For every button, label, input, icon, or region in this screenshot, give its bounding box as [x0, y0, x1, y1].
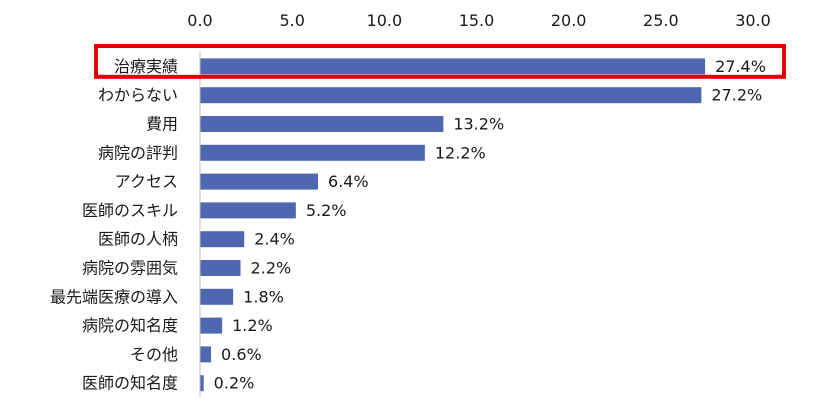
- data-label: 5.2%: [306, 201, 347, 220]
- bar: [200, 317, 223, 334]
- bar: [200, 202, 296, 219]
- category-label: わからない: [98, 86, 178, 105]
- category-label: 病院の雰囲気: [82, 259, 178, 278]
- bar: [200, 346, 212, 363]
- x-tick-label: 20.0: [551, 11, 587, 30]
- category-label: アクセス: [115, 172, 178, 191]
- data-label: 2.4%: [254, 230, 295, 249]
- bar: [200, 58, 706, 75]
- category-label: 医師のスキル: [82, 201, 178, 220]
- category-label: 医師の知名度: [82, 374, 178, 393]
- category-label: その他: [130, 345, 178, 364]
- bar: [200, 144, 425, 161]
- category-label: 病院の知名度: [82, 316, 178, 335]
- data-label: 1.8%: [243, 287, 284, 306]
- data-label: 12.2%: [435, 143, 486, 162]
- category-label: 最先端医療の導入: [50, 287, 178, 306]
- category-label: 治療実績: [114, 57, 178, 76]
- category-label: 病院の評判: [98, 143, 178, 162]
- data-label: 13.2%: [453, 115, 504, 134]
- category-label: 費用: [146, 115, 178, 134]
- category-label: 医師の人柄: [98, 230, 178, 249]
- data-labels: 27.4% 27.2% 13.2% 12.2% 6.4% 5.2% 2.4% 2.2% 1.8%…: [214, 57, 766, 393]
- data-label: 6.4%: [328, 172, 369, 191]
- data-label: 27.4%: [715, 57, 766, 76]
- x-tick-label: 10.0: [367, 11, 403, 30]
- data-label: 0.6%: [221, 345, 262, 364]
- x-tick-label: 5.0: [279, 11, 304, 30]
- data-label: 1.2%: [232, 316, 273, 335]
- x-tick-label: 0.0: [187, 11, 212, 30]
- x-tick-label: 25.0: [643, 11, 679, 30]
- highlight-box: [94, 44, 786, 79]
- data-label: 2.2%: [251, 259, 292, 278]
- bar: [200, 173, 318, 190]
- bar: [200, 288, 234, 305]
- data-label: 27.2%: [711, 86, 762, 105]
- bar: [200, 87, 702, 104]
- bar: [200, 375, 204, 392]
- data-label: 0.2%: [214, 374, 255, 393]
- x-tick-label: 30.0: [735, 11, 771, 30]
- x-tick-label: 15.0: [459, 11, 495, 30]
- bar: [200, 116, 444, 132]
- x-axis-ticks: 0.0 5.0 10.0 15.0 20.0 25.0 30.0: [187, 11, 771, 30]
- category-labels: 治療実績わからない費用病院の評判アクセス医師のスキル医師の人柄病院の雰囲気最先端…: [50, 57, 178, 393]
- bar: [200, 231, 245, 248]
- bars: [200, 58, 706, 392]
- bar: [200, 260, 241, 276]
